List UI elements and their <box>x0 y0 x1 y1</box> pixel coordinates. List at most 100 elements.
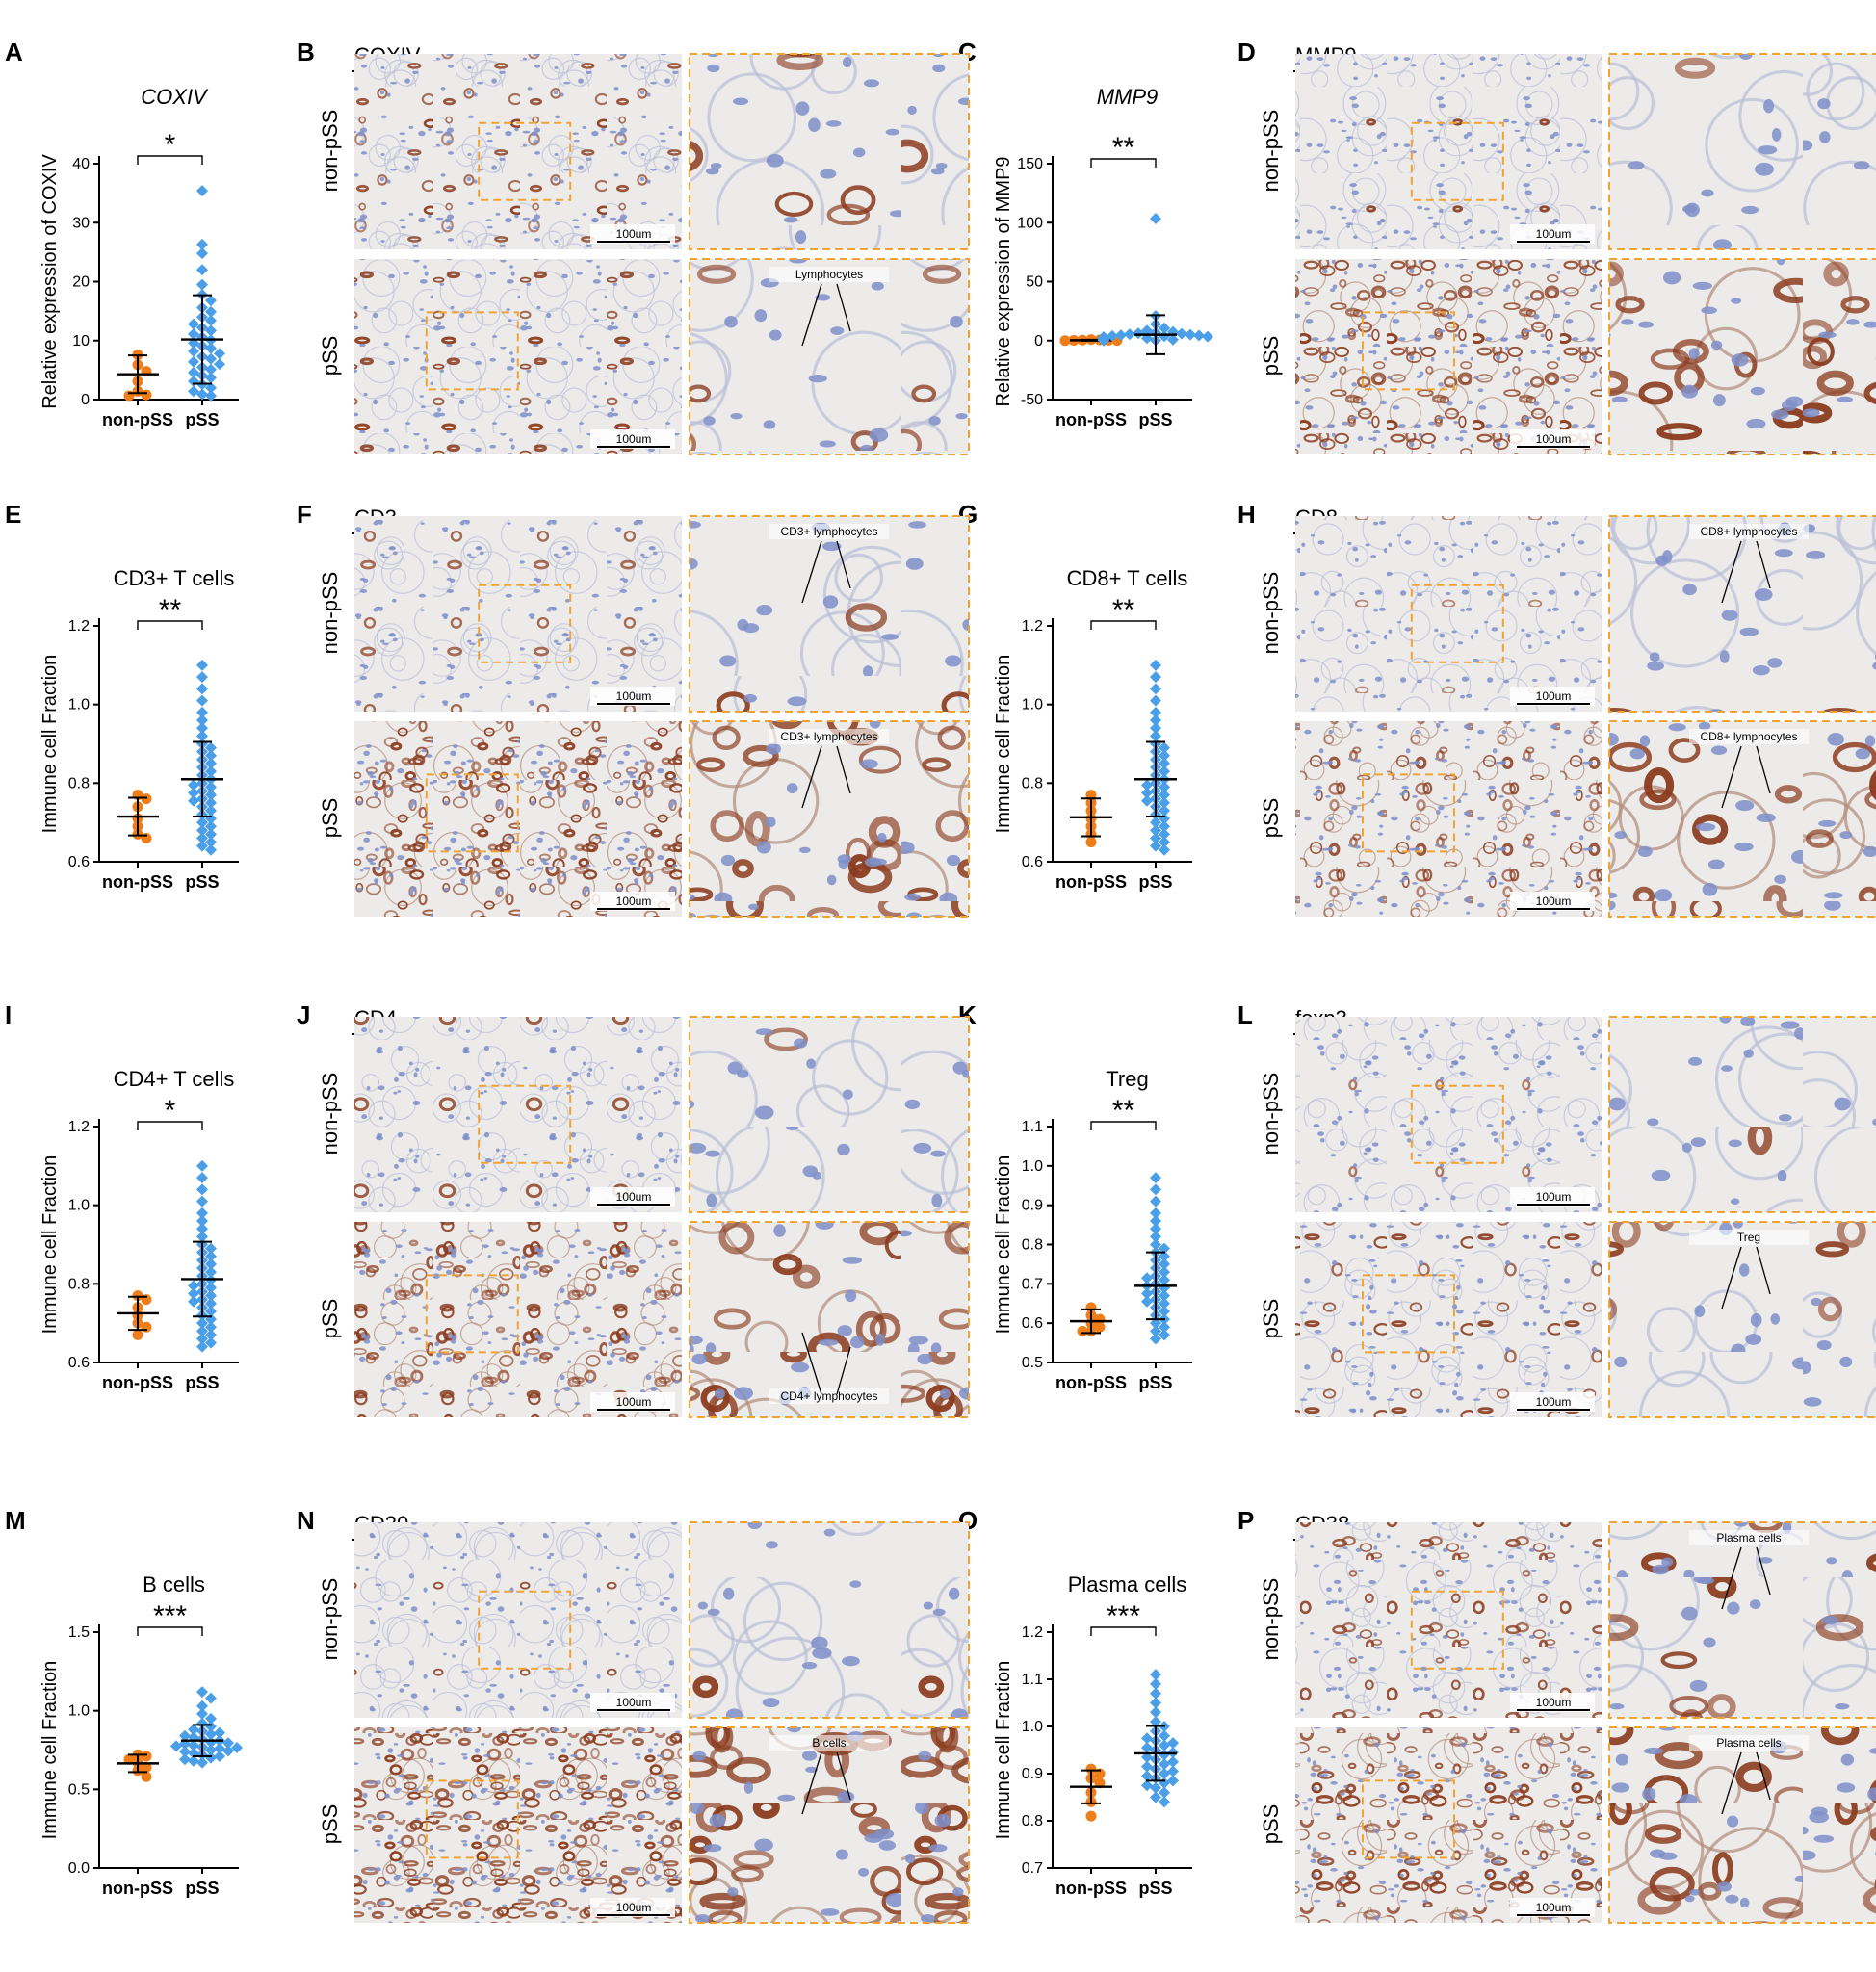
significance-bracket <box>1090 158 1157 168</box>
data-point <box>188 1287 199 1300</box>
scale-bar-bg <box>590 429 675 449</box>
data-point <box>214 1726 225 1739</box>
y-tick-label: -50 <box>1021 392 1043 408</box>
scale-bar-bg <box>1510 1187 1595 1207</box>
data-point <box>1150 1207 1161 1219</box>
y-axis-label: Immune cell Fraction <box>39 1661 61 1840</box>
micrograph-image <box>1295 1727 1602 1923</box>
x-tick-label: pSS <box>185 872 219 892</box>
data-point <box>205 1751 217 1764</box>
data-point <box>1150 1183 1161 1196</box>
scale-bar-bg <box>1510 892 1595 911</box>
row-label: non-pSS <box>1259 1073 1283 1155</box>
data-point <box>205 324 217 337</box>
y-tick-label: 40 <box>72 156 90 172</box>
data-point <box>196 1333 208 1345</box>
inset-box <box>1410 584 1504 663</box>
data-point <box>1150 671 1161 684</box>
data-point <box>205 314 217 326</box>
data-point <box>188 779 199 791</box>
micrograph-row-pss: pSS 100um CD3+ lymphocytes <box>318 720 970 918</box>
annotation-bg <box>1689 1230 1809 1245</box>
inset-box <box>478 121 572 201</box>
data-point <box>1159 749 1170 762</box>
data-point <box>205 295 217 307</box>
x-tick-label: non-pSS <box>1055 410 1127 429</box>
data-point <box>196 683 208 695</box>
y-tick-label: 0.8 <box>1022 1237 1043 1254</box>
chart-title: Treg <box>1106 1067 1148 1091</box>
y-tick-label: 0.5 <box>1022 1355 1043 1371</box>
data-point <box>222 1737 234 1750</box>
y-tick-label: 0.5 <box>68 1781 90 1798</box>
data-point <box>205 1736 217 1749</box>
data-point <box>1159 1289 1170 1302</box>
data-point <box>188 385 199 398</box>
data-point <box>188 318 199 330</box>
significance-bracket <box>137 155 203 165</box>
annotation-label: CD8+ lymphocytes <box>1700 525 1797 538</box>
x-tick-label: pSS <box>1138 1879 1172 1898</box>
data-point <box>196 694 208 707</box>
data-point <box>196 714 208 726</box>
x-tick-label: pSS <box>1138 872 1172 892</box>
annotation-bg <box>769 1388 889 1404</box>
panel-label: J <box>297 1000 310 1029</box>
scale-bar-label: 100um <box>616 1395 652 1409</box>
significance-stars: * <box>165 1095 176 1127</box>
zoom-image <box>690 721 969 917</box>
scale-bar-bg <box>590 1693 675 1712</box>
micrograph-row-non-pss: non-pSS 100um <box>1259 1016 1876 1213</box>
data-point <box>205 796 217 809</box>
inset-box <box>478 1084 572 1164</box>
data-point <box>205 372 217 384</box>
micrograph-image <box>1295 259 1602 454</box>
y-tick-label: 0.8 <box>68 775 90 791</box>
inset-box <box>1410 1084 1504 1164</box>
zoom-image <box>1609 259 1876 454</box>
y-tick-label: 0.8 <box>68 1276 90 1292</box>
x-tick-label: non-pSS <box>102 872 173 892</box>
data-point <box>1098 334 1109 347</box>
x-tick-label: pSS <box>1138 410 1172 429</box>
y-axis-label: Immune cell Fraction <box>993 1661 1014 1840</box>
y-tick-label: 1.1 <box>1022 1119 1043 1135</box>
panel-label: A <box>5 38 23 66</box>
data-point <box>1115 329 1127 342</box>
zoom-border <box>1608 1221 1876 1418</box>
scale-bar-label: 100um <box>616 432 652 446</box>
data-point <box>196 1340 208 1353</box>
zoom-border <box>689 515 970 713</box>
y-tick-label: 1.2 <box>1022 1624 1043 1641</box>
data-point <box>205 1266 217 1279</box>
data-point <box>1150 1687 1161 1700</box>
data-point <box>196 840 208 852</box>
annotation-bg <box>769 524 889 539</box>
scale-bar-bg <box>590 1898 675 1917</box>
y-tick-label: 0.6 <box>68 854 90 870</box>
annotation-label: CD4+ lymphocytes <box>780 1389 877 1403</box>
micrograph-image <box>354 721 682 917</box>
data-point <box>196 1717 208 1729</box>
chart-title: B cells <box>143 1572 205 1596</box>
y-axis-label: Relative expression of COXIV <box>39 154 61 409</box>
micrograph-image <box>1295 54 1602 249</box>
data-point <box>205 1282 217 1294</box>
data-point <box>1167 1737 1179 1750</box>
data-point <box>179 1753 191 1766</box>
data-point <box>188 1754 199 1767</box>
annotation-arrow <box>1756 1546 1771 1596</box>
inset-box <box>1361 311 1455 391</box>
x-tick-label: pSS <box>185 1373 219 1392</box>
data-point <box>1141 1272 1153 1284</box>
data-point <box>1159 804 1170 817</box>
inset-box <box>1361 1779 1455 1859</box>
row-label: pSS <box>1259 798 1283 839</box>
annotation-arrow <box>801 745 822 809</box>
data-point <box>1141 324 1153 337</box>
data-point <box>1159 1305 1170 1317</box>
